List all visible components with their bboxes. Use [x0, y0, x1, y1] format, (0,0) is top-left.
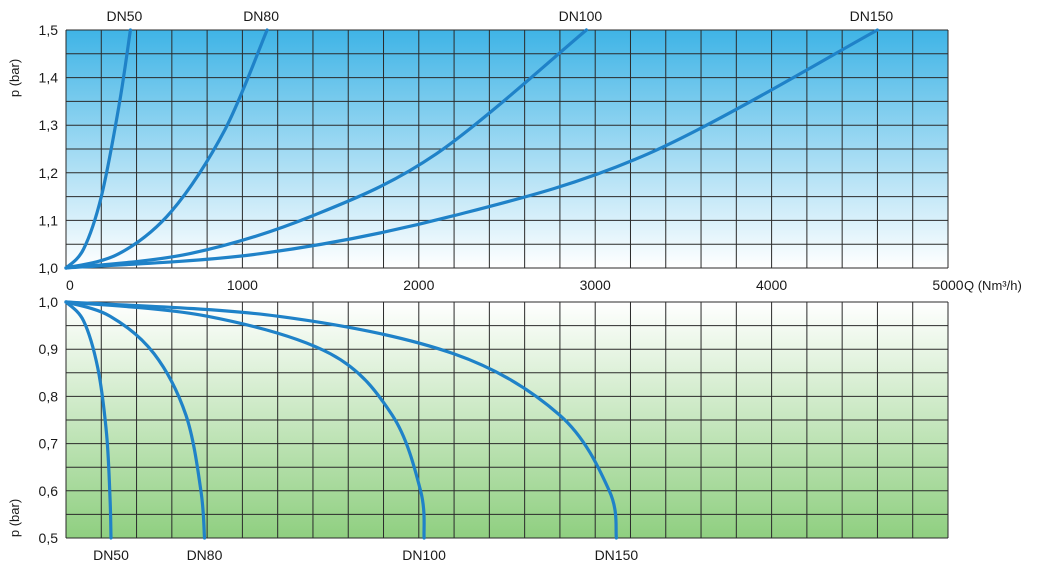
top-y-tick-label: 1,5	[39, 22, 59, 38]
bottom-y-tick-label: 0,9	[39, 341, 59, 357]
bottom-y-tick-label: 0,5	[39, 530, 59, 546]
bottom-series-line-dn80	[64, 300, 207, 540]
top-series-label-dn50: DN50	[106, 8, 142, 24]
bottom-series-label-dn50: DN50	[93, 547, 129, 563]
series-layer	[64, 28, 879, 540]
grid-layer	[65, 29, 949, 539]
top-series-line-dn100	[64, 28, 588, 270]
top-series-label-dn100: DN100	[559, 8, 603, 24]
x-tick-label: 1000	[227, 277, 258, 293]
x-tick-label: 4000	[756, 277, 787, 293]
x-tick-label: 2000	[403, 277, 434, 293]
top-y-tick-label: 1,4	[39, 70, 59, 86]
bottom-y-tick-label: 0,6	[39, 483, 59, 499]
bottom-series-line-dn50	[64, 300, 113, 540]
bottom-series-label-dn80: DN80	[187, 547, 223, 563]
top-series-line-dn150	[64, 28, 879, 270]
bottom-y-tick-label: 0,7	[39, 436, 59, 452]
bottom-series-label-dn150: DN150	[595, 547, 639, 563]
bottom-y-tick-label: 1,0	[39, 294, 59, 310]
top-y-tick-label: 1,1	[39, 212, 59, 228]
x-tick-label: 0	[66, 277, 74, 293]
bottom-series-line-dn100	[64, 300, 426, 540]
top-y-tick-label: 1,3	[39, 117, 59, 133]
x-tick-label: 5000	[932, 277, 963, 293]
top-y-tick-label: 1,0	[39, 260, 59, 276]
bottom-y-tick-label: 0,8	[39, 388, 59, 404]
text-layer: 1,0 1,1 1,2 1,3 1,4 1,5 p (bar) DN50 DN80 DN100 DN…	[7, 8, 1022, 563]
bottom-series-label-dn100: DN100	[402, 547, 446, 563]
bottom-series-line-dn150	[64, 300, 618, 540]
top-series-label-dn80: DN80	[243, 8, 279, 24]
top-series-label-dn150: DN150	[850, 8, 894, 24]
background-layer	[66, 30, 948, 538]
top-series-line-dn80	[64, 28, 269, 270]
x-tick-label: 3000	[580, 277, 611, 293]
x-axis-label: Q (Nm³/h)	[964, 278, 1022, 293]
top-y-tick-label: 1,2	[39, 165, 59, 181]
top-y-axis-label: p (bar)	[7, 59, 22, 97]
bottom-y-axis-label: p (bar)	[7, 499, 22, 537]
top-series-line-dn50	[64, 28, 132, 270]
